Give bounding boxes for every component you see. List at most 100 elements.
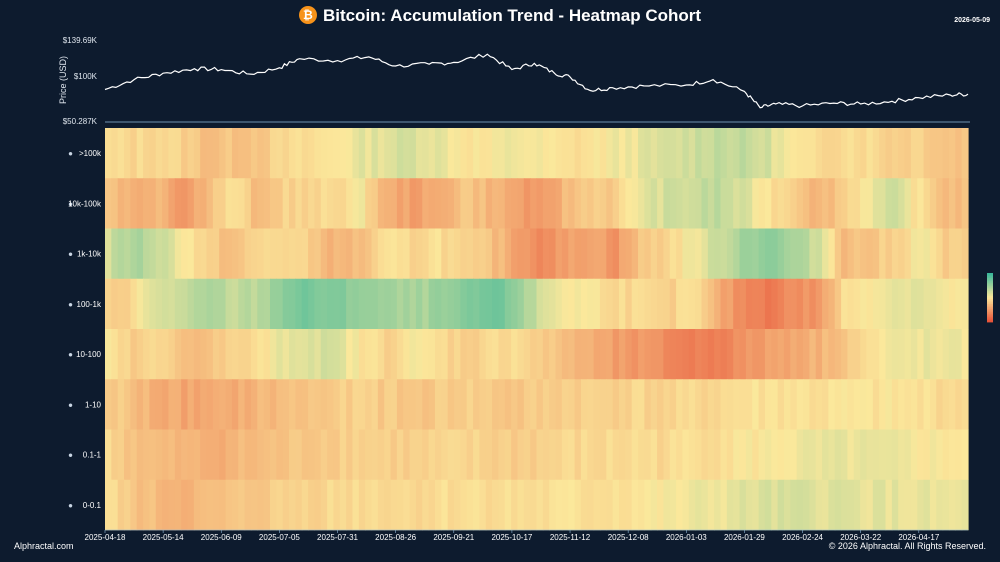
heatmap-cell (352, 479, 360, 531)
heatmap-cell (790, 128, 798, 179)
heatmap-cell (853, 228, 861, 280)
heatmap-cell (371, 228, 379, 280)
heatmap-cell (365, 379, 373, 430)
heatmap-cell (898, 429, 906, 481)
heatmap-cell (739, 479, 747, 531)
heatmap-cell (327, 228, 335, 280)
heatmap-cell (162, 278, 170, 330)
heatmap-cell (308, 379, 316, 430)
heatmap-cell (758, 479, 766, 531)
heatmap-cell (657, 228, 665, 280)
heatmap-cell (517, 379, 525, 430)
heatmap-cell (695, 329, 703, 380)
heatmap-cell (231, 278, 239, 330)
heatmap-cell (523, 278, 531, 330)
heatmap-cell (758, 278, 766, 330)
heatmap-cell (263, 429, 271, 481)
heatmap-cell (847, 329, 855, 380)
heatmap-cell (409, 479, 417, 531)
heatmap-cell (250, 178, 258, 229)
heatmap-cell (124, 379, 131, 430)
heatmap-cell (828, 429, 836, 481)
heatmap-cell (168, 479, 176, 531)
heatmap-cell (257, 379, 265, 430)
heatmap-cell (638, 479, 645, 531)
heatmap-cell (568, 128, 576, 179)
x-tick-label: 2025-09-21 (433, 533, 474, 542)
heatmap-cell (371, 329, 379, 380)
heatmap-cell (460, 278, 468, 330)
heatmap-cell (657, 178, 665, 229)
heatmap-cell (263, 278, 271, 330)
heatmap-cell (346, 178, 354, 229)
heatmap-cell (193, 278, 201, 330)
heatmap-cell (377, 479, 385, 531)
heatmap-cell (479, 379, 487, 430)
heatmap-cell (891, 278, 899, 330)
heatmap-cell (320, 228, 328, 280)
heatmap-cell (536, 379, 544, 430)
price-y-tick: $100K (74, 72, 98, 81)
heatmap-cell (238, 228, 246, 280)
heatmap-cell (898, 278, 906, 330)
heatmap-cell (352, 379, 360, 430)
heatmap-cell (790, 379, 798, 430)
heatmap-cell (669, 228, 677, 280)
heatmap-cell (301, 228, 309, 280)
heatmap-cell (479, 178, 487, 229)
heatmap-cell (301, 479, 309, 531)
heatmap-cell (936, 379, 944, 430)
heatmap-cell (917, 329, 925, 380)
heatmap-cell (841, 278, 849, 330)
heatmap-cell (511, 228, 519, 280)
heatmap-cell (403, 479, 411, 531)
heatmap-cell (777, 329, 785, 380)
heatmap-cell (612, 329, 620, 380)
heatmap-cell (187, 278, 195, 330)
heatmap-cell (111, 228, 119, 280)
heatmap-cell (593, 329, 601, 380)
heatmap-cell (650, 429, 658, 481)
heatmap-cell (333, 479, 341, 531)
heatmap-cell (663, 178, 671, 229)
heatmap-cell (117, 379, 125, 430)
heatmap-cell (638, 228, 645, 280)
heatmap-cell (536, 329, 544, 380)
heatmap-cell (339, 278, 347, 330)
heatmap-cell (409, 228, 417, 280)
heatmap-cell (466, 178, 474, 229)
heatmap-cell (466, 228, 474, 280)
heatmap-cell (898, 228, 906, 280)
heatmap-cell (561, 379, 569, 430)
heatmap-cell (872, 329, 880, 380)
heatmap-cell (409, 379, 417, 430)
heatmap-cell (726, 228, 734, 280)
heatmap-cell (396, 228, 404, 280)
heatmap-cell (561, 329, 569, 380)
heatmap-cell (961, 479, 969, 531)
heatmap-cell (638, 379, 645, 430)
heatmap-cell (460, 429, 468, 481)
heatmap-cell (834, 479, 842, 531)
heatmap-cell (162, 429, 170, 481)
heatmap-cell (612, 379, 620, 430)
heatmap-cell (187, 128, 195, 179)
heatmap-cell (415, 228, 423, 280)
color-scale-step (987, 317, 993, 320)
heatmap-cell (625, 379, 633, 430)
heatmap-cell (606, 228, 614, 280)
heatmap-cell (130, 429, 138, 481)
x-tick-label: 2025-10-17 (491, 533, 532, 542)
heatmap-cell (733, 379, 741, 430)
heatmap-cell (714, 228, 722, 280)
heatmap-cell (771, 379, 779, 430)
heatmap-cell (561, 178, 569, 229)
heatmap-cell (580, 228, 588, 280)
heatmap-cell (752, 278, 760, 330)
heatmap-cell (339, 429, 347, 481)
heatmap-cell (618, 278, 626, 330)
heatmap-cell (346, 329, 354, 380)
heatmap-cell (815, 128, 823, 179)
heatmap-cell (117, 278, 125, 330)
heatmap-cell (682, 479, 690, 531)
